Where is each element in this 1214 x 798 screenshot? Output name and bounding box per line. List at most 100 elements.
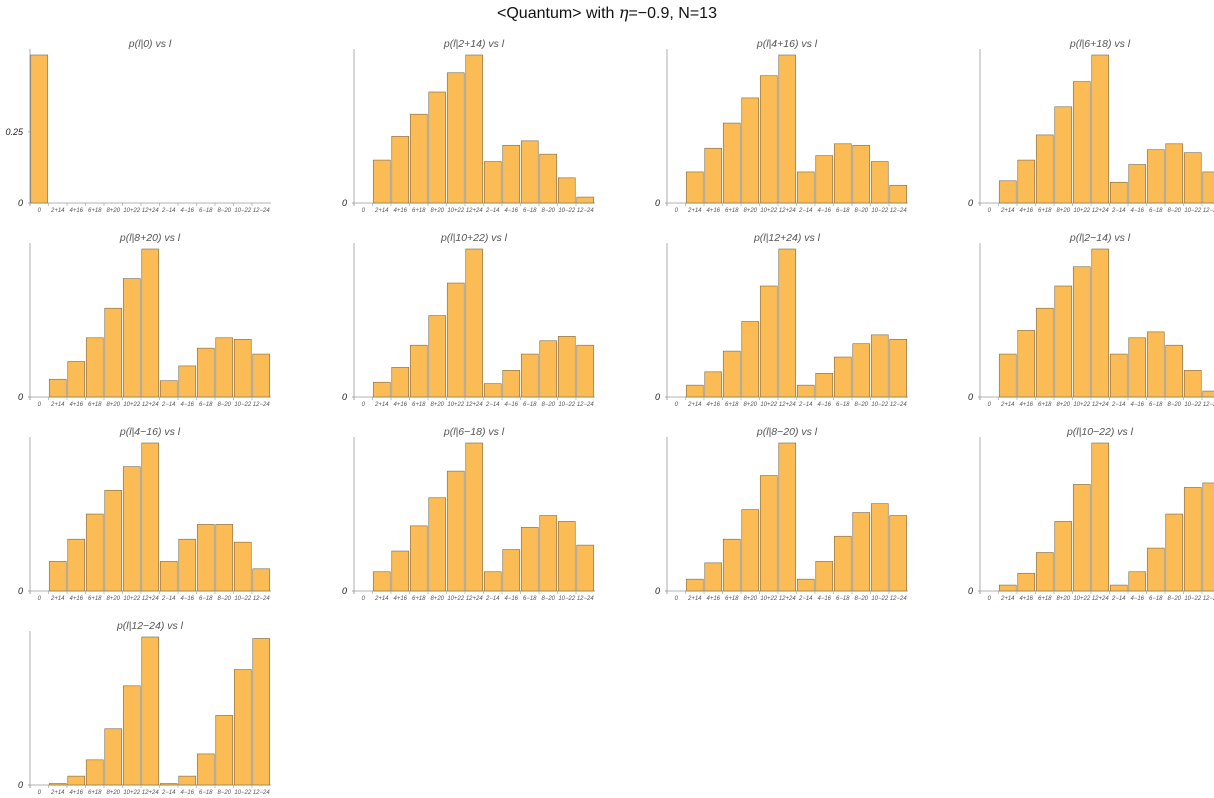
- x-tick-label: 2−14: [485, 402, 500, 408]
- x-tick-label: 10+22: [447, 596, 465, 602]
- x-tick-label: 12+24: [142, 208, 160, 214]
- x-tick-label: 4+16: [1019, 402, 1033, 408]
- bar: [391, 367, 410, 398]
- bar: [446, 282, 465, 398]
- x-tick-label: 4+16: [1019, 208, 1033, 214]
- x-tick-label: 4−16: [180, 208, 194, 214]
- bar: [465, 54, 484, 204]
- x-tick-label: 12+24: [466, 208, 484, 214]
- y-tick-label: 0: [655, 586, 660, 596]
- x-tick-label: 6+18: [1038, 208, 1052, 214]
- bar: [704, 562, 723, 592]
- x-tick-label: 0: [675, 402, 679, 408]
- bar: [889, 338, 908, 398]
- x-tick-label: 10+22: [760, 596, 778, 602]
- bar: [1183, 370, 1202, 398]
- x-tick-label: 8−20: [1167, 402, 1181, 408]
- x-tick-label: 4−16: [504, 402, 518, 408]
- bar: [446, 470, 465, 592]
- x-tick-label: 2+14: [1000, 402, 1015, 408]
- bar: [1202, 171, 1214, 204]
- x-tick-label: 10−22: [558, 208, 576, 214]
- bar: [778, 248, 797, 398]
- bar: [372, 381, 391, 398]
- panel-title: p(l|12+24) vs l: [753, 232, 821, 244]
- y-tick-label: 0: [968, 198, 973, 208]
- x-tick-label: 2+14: [687, 208, 702, 214]
- bar: [233, 669, 252, 786]
- x-tick-label: 12+24: [466, 596, 484, 602]
- x-tick-label: 0: [38, 208, 42, 214]
- bar: [759, 285, 778, 398]
- x-tick-label: 4−16: [817, 596, 831, 602]
- x-tick-label: 8+20: [1056, 596, 1070, 602]
- bar: [409, 113, 428, 204]
- x-tick-label: 12−24: [890, 208, 908, 214]
- bar: [1146, 547, 1165, 592]
- x-tick-label: 8+20: [1056, 208, 1070, 214]
- bar: [372, 159, 391, 204]
- bar: [428, 91, 447, 204]
- x-tick-label: 6−18: [199, 596, 213, 602]
- bar: [48, 378, 67, 398]
- x-tick-label: 6+18: [725, 208, 739, 214]
- bar: [1165, 513, 1184, 592]
- bar: [215, 337, 234, 398]
- x-tick-label: 10−22: [558, 596, 576, 602]
- x-tick-label: 12−24: [1203, 596, 1214, 602]
- bar: [483, 571, 502, 592]
- x-tick-label: 12+24: [779, 596, 797, 602]
- x-tick-label: 2−14: [798, 402, 813, 408]
- x-tick-label: 2+14: [50, 596, 65, 602]
- bar: [1035, 552, 1054, 592]
- bar: [159, 783, 178, 786]
- bar: [1146, 149, 1165, 204]
- bar: [778, 442, 797, 592]
- x-tick-label: 2−14: [161, 596, 176, 602]
- bar: [391, 550, 410, 592]
- x-tick-label: 4+16: [393, 596, 407, 602]
- panel-title: p(l|2−14) vs l: [1069, 232, 1131, 244]
- x-tick-label: 2−14: [161, 208, 176, 214]
- x-tick-label: 8−20: [1167, 208, 1181, 214]
- x-tick-label: 4−16: [180, 596, 194, 602]
- bar-chart-panel: p(l|6−18) vs l 0 0 2+14 4+16 6+18 8+20 10+22 12+…: [342, 426, 595, 602]
- x-tick-label: 8+20: [1056, 402, 1070, 408]
- bar: [796, 384, 815, 398]
- bar: [1128, 164, 1147, 204]
- y-tick-label: 0: [18, 780, 23, 790]
- x-tick-label: 12−24: [253, 208, 271, 214]
- x-tick-label: 8+20: [106, 790, 120, 796]
- bar: [502, 549, 521, 592]
- bar: [215, 715, 234, 786]
- x-tick-label: 4+16: [706, 402, 720, 408]
- x-tick-label: 4+16: [1019, 596, 1033, 602]
- figure-title-prefix: <Quantum> with: [497, 5, 619, 22]
- y-tick-label: 0: [655, 392, 660, 402]
- y-tick-label: 0: [18, 198, 23, 208]
- bar: [465, 442, 484, 592]
- bar: [759, 475, 778, 592]
- bar: [196, 753, 215, 786]
- x-tick-label: 0: [38, 402, 42, 408]
- x-tick-label: 10−22: [871, 208, 889, 214]
- bar: [104, 307, 123, 398]
- panel-title: p(l|4+16) vs l: [756, 38, 818, 50]
- x-tick-label: 4−16: [180, 402, 194, 408]
- x-tick-label: 12−24: [253, 596, 271, 602]
- bar: [833, 143, 852, 204]
- x-tick-label: 6+18: [1038, 596, 1052, 602]
- x-tick-label: 2−14: [1111, 402, 1126, 408]
- x-tick-label: 8+20: [430, 208, 444, 214]
- x-tick-label: 12+24: [1092, 208, 1110, 214]
- x-tick-label: 6−18: [199, 402, 213, 408]
- x-tick-label: 10−22: [234, 790, 252, 796]
- x-tick-label: 6+18: [725, 402, 739, 408]
- bar: [741, 97, 760, 204]
- bar: [48, 561, 67, 592]
- bar: [741, 509, 760, 592]
- x-tick-label: 6+18: [88, 790, 102, 796]
- x-tick-label: 2+14: [50, 208, 65, 214]
- x-tick-label: 10+22: [1073, 208, 1091, 214]
